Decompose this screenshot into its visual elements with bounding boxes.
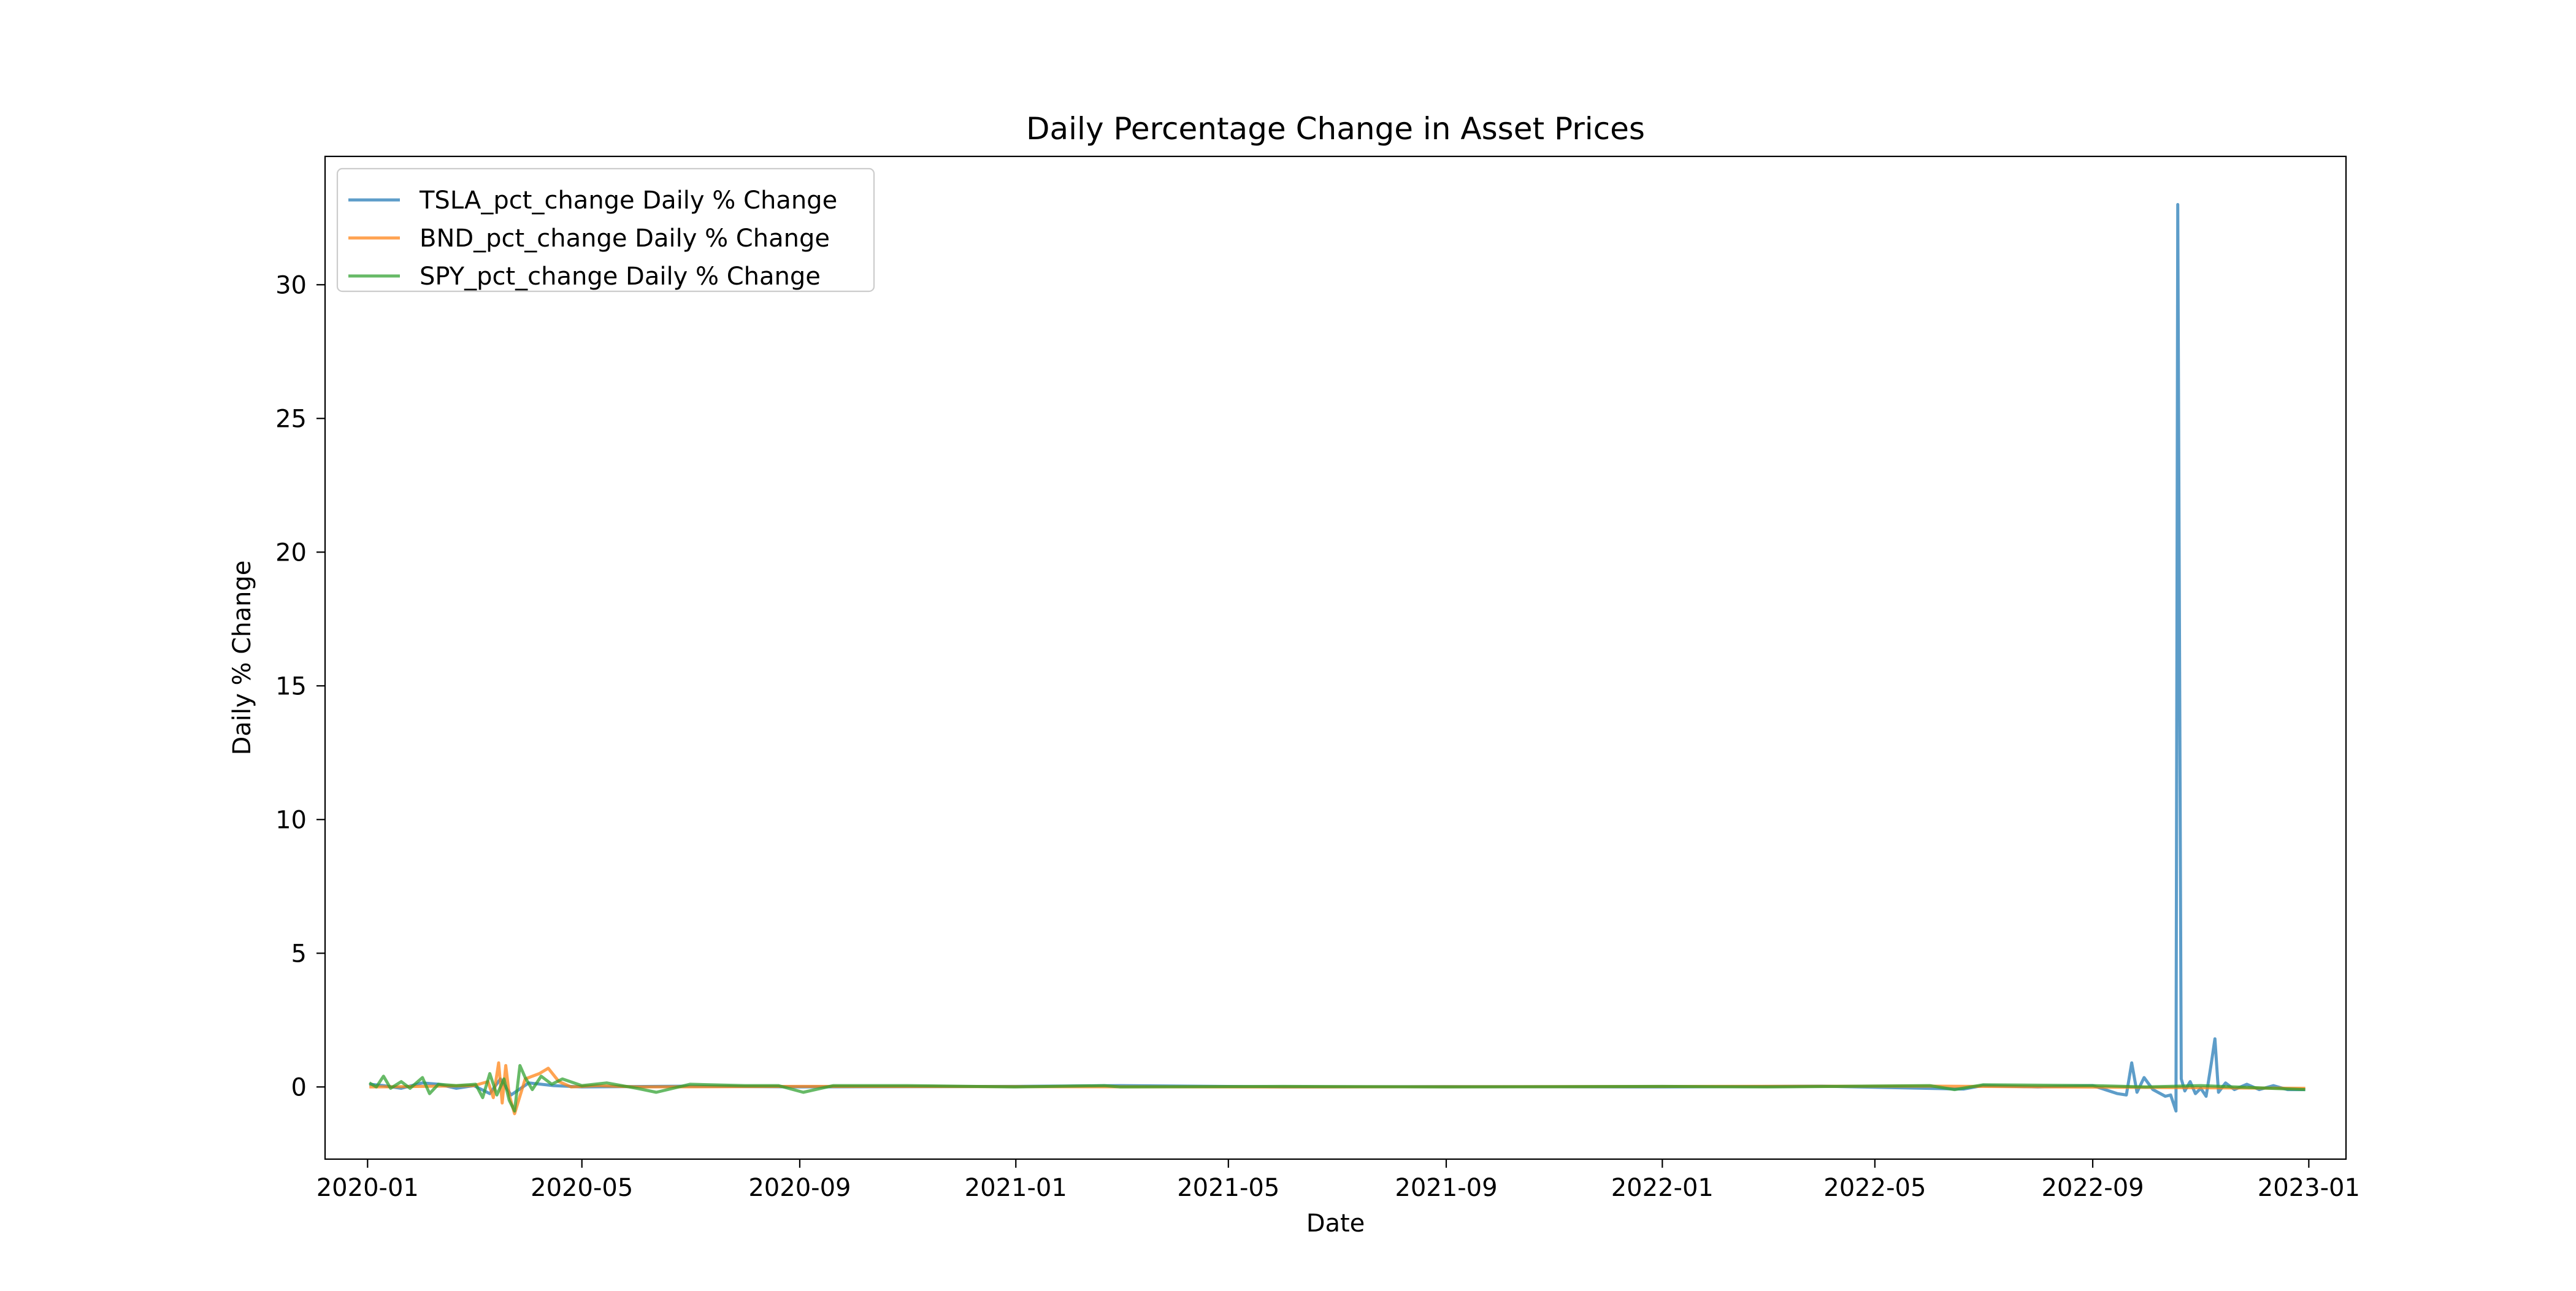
legend-entry-label: SPY_pct_change Daily % Change [420,262,821,291]
x-tick-label: 2021-05 [1177,1174,1279,1202]
x-tick-label: 2021-09 [1395,1174,1497,1202]
y-tick-label: 25 [275,405,307,433]
x-tick-label: 2021-01 [965,1174,1067,1202]
x-tick-label: 2022-09 [2041,1174,2144,1202]
x-tick-label: 2022-05 [1823,1174,1926,1202]
x-tick-label: 2020-01 [316,1174,419,1202]
x-tick-label: 2020-05 [531,1174,633,1202]
y-axis-label: Daily % Change [228,561,256,756]
y-tick-label: 5 [291,940,307,968]
x-tick-label: 2023-01 [2258,1174,2360,1202]
series-layer [368,203,2306,1116]
plot-area-frame [324,155,2347,1160]
chart-title: Daily Percentage Change in Asset Prices [1026,111,1645,147]
x-tick-label: 2020-09 [748,1174,851,1202]
legend: TSLA_pct_change Daily % Change BND_pct_ch… [336,167,875,293]
y-tick-label: 30 [275,271,307,299]
x-tick-label: 2022-01 [1611,1174,1714,1202]
x-axis: 2020-01 2020-05 2020-09 2021-01 2021-05 2021-… [316,1159,2360,1202]
legend-entry-label: TSLA_pct_change Daily % Change [419,186,837,215]
legend-box [336,167,875,293]
y-tick-label: 15 [275,672,307,700]
y-tick-label: 20 [275,538,307,567]
legend-entry-label: BND_pct_change Daily % Change [420,224,830,253]
y-tick-label: 0 [291,1073,307,1101]
series-line-3 [368,1063,2306,1113]
y-axis: 0 5 10 15 20 25 30 [275,271,325,1101]
y-tick-label: 10 [275,806,307,834]
x-axis-label: Date [1306,1209,1365,1238]
